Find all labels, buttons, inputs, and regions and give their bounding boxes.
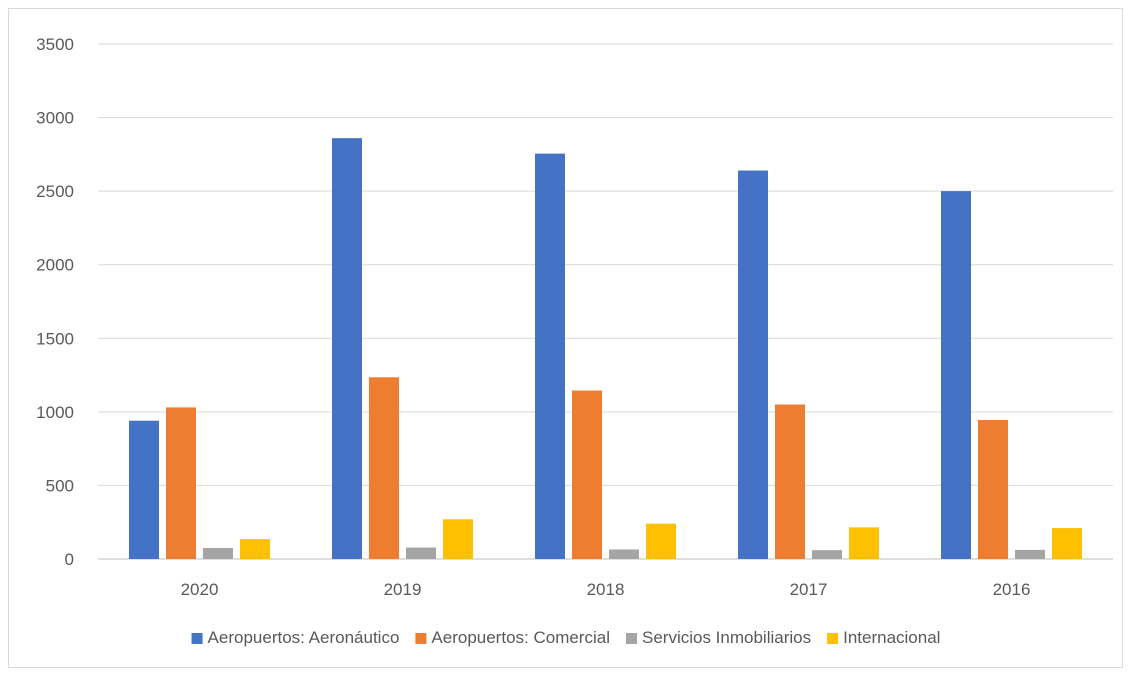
bar [572,390,602,559]
bar [609,549,639,559]
x-tick-label: 2019 [384,580,422,599]
y-tick-label: 2500 [36,182,74,201]
legend-swatch [191,633,203,644]
x-tick-label: 2018 [587,580,625,599]
legend-swatch [827,633,839,644]
bar [941,191,971,559]
y-tick-label: 3500 [36,35,74,54]
x-tick-label: 2017 [790,580,828,599]
bar [738,170,768,560]
bar [406,547,436,559]
legend-label: Aeropuertos: Aeronáutico [208,628,400,647]
legend-label: Internacional [843,628,940,647]
bar [978,419,1008,559]
bar [203,547,233,559]
bar [849,527,879,559]
bar [646,523,676,559]
bar [240,539,270,559]
y-tick-label: 1000 [36,403,74,422]
y-tick-label: 2000 [36,256,74,275]
bar [1015,549,1045,559]
legend-swatch [625,633,637,644]
bar [443,519,473,559]
bar [1052,528,1082,559]
x-tick-label: 2016 [993,580,1031,599]
bar [332,138,362,559]
legend-label: Servicios Inmobiliarios [642,628,811,647]
legend-swatch [415,633,427,644]
y-tick-label: 1500 [36,329,74,348]
bar [369,377,399,559]
y-tick-label: 3000 [36,109,74,128]
bar [129,420,159,559]
y-tick-label: 500 [46,476,74,495]
bar [535,153,565,559]
bar [166,407,196,559]
bar [812,550,842,559]
y-tick-label: 0 [65,550,74,569]
legend-label: Aeropuertos: Comercial [431,628,610,647]
bar [775,404,805,559]
x-tick-label: 2020 [181,580,219,599]
